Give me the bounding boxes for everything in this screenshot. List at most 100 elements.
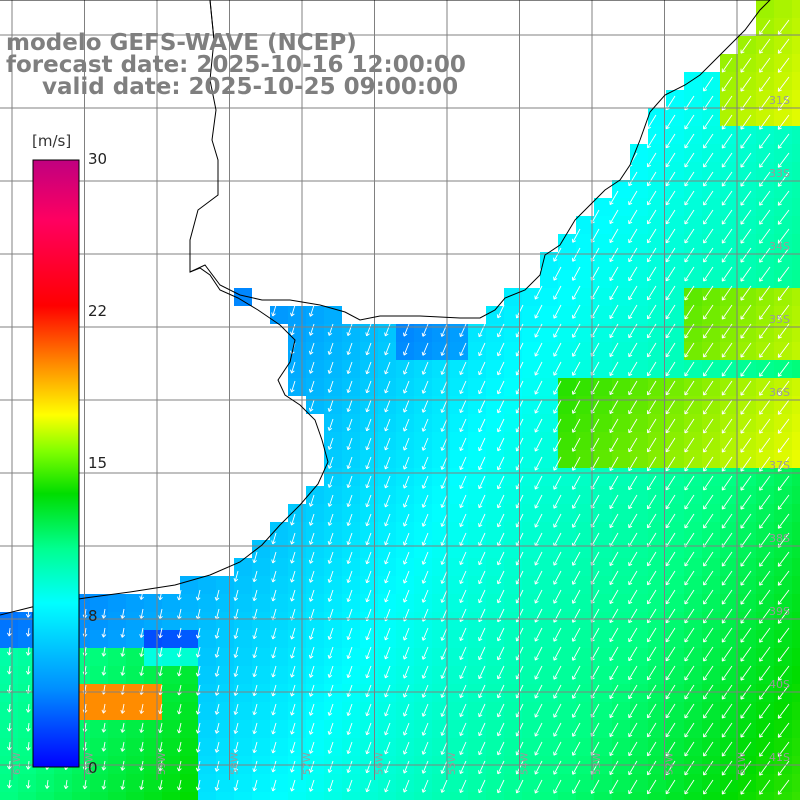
ocean-cell — [252, 738, 270, 756]
ocean-cell — [630, 630, 648, 648]
ocean-cell — [576, 522, 594, 540]
ocean-cell — [342, 594, 360, 612]
ocean-cell — [756, 306, 774, 324]
ocean-cell — [90, 720, 108, 738]
ocean-cell — [360, 774, 378, 792]
ocean-cell — [684, 234, 702, 252]
wind-arrows — [7, 19, 790, 795]
ocean-cell — [738, 144, 756, 162]
ocean-cell — [324, 432, 342, 450]
wind-arrow — [703, 456, 714, 472]
ocean-cell — [792, 270, 800, 288]
ocean-cell — [666, 360, 684, 378]
wind-arrow — [721, 285, 733, 301]
ocean-cell — [522, 288, 540, 306]
ocean-cell — [432, 450, 450, 468]
wind-arrow — [740, 399, 752, 415]
wind-arrow — [496, 418, 505, 433]
ocean-cell — [684, 216, 702, 234]
ocean-cell — [198, 684, 216, 702]
wind-arrow — [421, 551, 429, 565]
ocean-cell — [540, 468, 558, 486]
ocean-cell — [648, 432, 666, 450]
ocean-cell — [396, 486, 414, 504]
ocean-cell — [594, 234, 612, 252]
wind-arrow — [327, 323, 334, 336]
ocean-cell — [324, 540, 342, 558]
wind-arrow — [665, 418, 676, 434]
wind-arrow — [308, 494, 315, 507]
wind-arrow — [346, 513, 353, 527]
ocean-cell — [396, 522, 414, 540]
wind-arrow — [646, 266, 657, 282]
ocean-cell — [306, 504, 324, 522]
ocean-cell — [306, 378, 324, 396]
ocean-cell — [414, 414, 432, 432]
ocean-cell — [774, 630, 792, 648]
wind-arrow — [684, 209, 695, 225]
wind-arrow — [421, 513, 429, 527]
ocean-cell — [306, 774, 324, 792]
ocean-cell — [576, 684, 594, 702]
ocean-cell — [522, 558, 540, 576]
ocean-cell — [774, 126, 792, 144]
ocean-cell — [324, 522, 342, 540]
wind-arrow — [308, 323, 315, 336]
ocean-cell — [702, 324, 720, 342]
ocean-cell — [684, 576, 702, 594]
wind-arrow — [665, 171, 676, 187]
ocean-cell — [612, 774, 630, 792]
ocean-cell — [792, 774, 800, 792]
wind-arrow — [571, 323, 581, 338]
wind-arrow — [721, 171, 733, 187]
ocean-cell — [342, 792, 360, 800]
wind-arrow — [759, 323, 771, 339]
wind-arrow — [665, 209, 676, 225]
wind-arrow — [346, 475, 353, 489]
ocean-cell — [360, 450, 378, 468]
wind-arrow — [759, 38, 771, 54]
wind-arrow — [571, 380, 581, 395]
ocean-cell — [396, 450, 414, 468]
wind-arrow — [478, 323, 486, 338]
wind-arrow — [459, 323, 467, 338]
ocean-cell — [630, 720, 648, 738]
ocean-cell — [270, 720, 288, 738]
ocean-cell — [774, 558, 792, 576]
ocean-cell — [666, 720, 684, 738]
wind-arrow — [777, 57, 790, 73]
wind-arrow — [740, 342, 752, 358]
wind-arrow — [384, 475, 391, 489]
wind-arrow — [365, 323, 372, 337]
wind-arrow — [384, 513, 391, 527]
lon-label: 53W — [592, 752, 603, 775]
ocean-cell — [648, 126, 666, 144]
lat-label: 39S — [769, 605, 790, 618]
ocean-cell — [612, 270, 630, 288]
ocean-cell — [504, 306, 522, 324]
ocean-cell — [684, 72, 702, 90]
ocean-cell — [792, 558, 800, 576]
ocean-cell — [666, 414, 684, 432]
wind-arrow — [421, 570, 429, 584]
wind-arrow — [759, 418, 771, 434]
wind-arrow — [290, 551, 296, 564]
ocean-cell — [720, 576, 738, 594]
ocean-cell — [414, 522, 432, 540]
ocean-cell — [522, 612, 540, 630]
ocean-cell — [378, 720, 396, 738]
ocean-cell — [702, 162, 720, 180]
ocean-cell — [792, 738, 800, 756]
wind-arrow — [346, 399, 353, 413]
ocean-cell — [738, 576, 756, 594]
wind-arrow — [759, 399, 771, 415]
ocean-cell — [756, 180, 774, 198]
ocean-cell — [612, 180, 630, 198]
ocean-cell — [630, 486, 648, 504]
ocean-cell — [774, 216, 792, 234]
ocean-cell — [558, 414, 576, 432]
ocean-cell — [180, 702, 198, 720]
ocean-cell — [792, 288, 800, 306]
ocean-cell — [504, 648, 522, 666]
ocean-cell — [486, 576, 504, 594]
